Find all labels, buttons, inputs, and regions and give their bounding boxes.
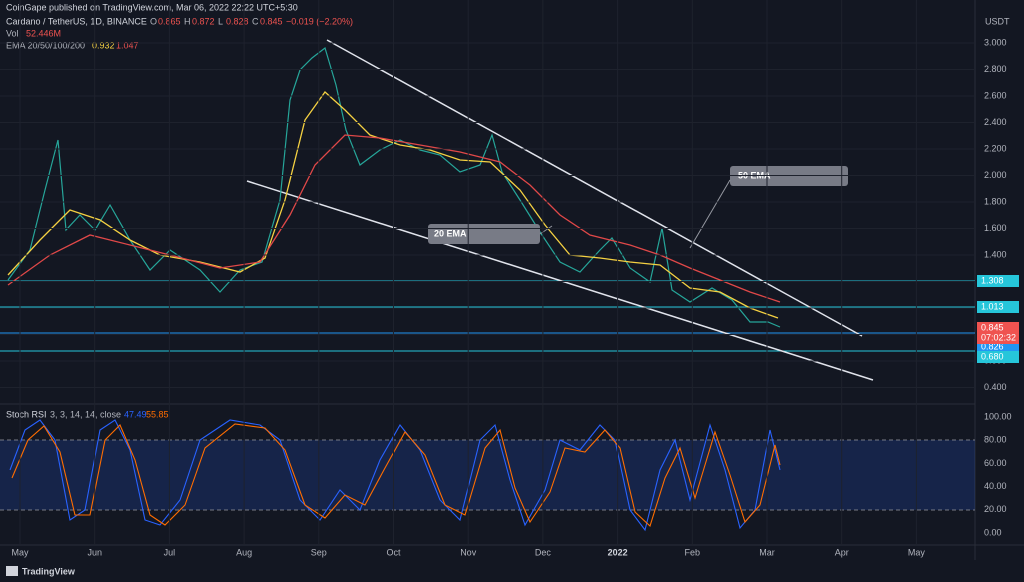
ohlc-key: C [252, 16, 259, 26]
level-tag [977, 275, 1019, 287]
ema50-value: 1.047 [116, 40, 139, 50]
stoch-tick: 20.00 [984, 504, 1007, 514]
change: −0.019 (−2.20%) [286, 16, 353, 26]
vol-value: 52.446M [26, 28, 61, 38]
level-tag [977, 351, 1019, 363]
ohlc-value: 0.872 [192, 16, 215, 26]
current-price: 0.845 [981, 322, 1004, 332]
stoch-tick: 100.00 [984, 411, 1012, 421]
time-tick: Oct [386, 547, 401, 557]
vol-label: Vol [6, 28, 19, 38]
level-label: 0.680 [981, 351, 1004, 361]
stoch-params: 3, 3, 14, 14, close [50, 409, 121, 419]
stoch-label: Stoch RSI [6, 409, 47, 419]
time-tick: 2022 [608, 547, 628, 557]
stoch-band [0, 440, 975, 510]
time-tick: Nov [460, 547, 477, 557]
symbol: Cardano / TetherUS, 1D, BINANCE [6, 16, 147, 26]
stoch-d: 55.85 [146, 409, 169, 419]
time-tick: Jun [87, 547, 102, 557]
countdown: 07:02:32 [981, 332, 1016, 342]
ohlc-value: 0.828 [226, 16, 249, 26]
time-tick: Sep [311, 547, 327, 557]
ema20-value: 0.932 [92, 40, 115, 50]
price-tick: 0.400 [984, 382, 1007, 392]
time-tick: Aug [236, 547, 252, 557]
ema20-line [7, 91, 779, 319]
stoch-tick: 0.00 [984, 527, 1002, 537]
ohlc-key: H [184, 16, 191, 26]
ohlc-key: O [150, 16, 157, 26]
price-tick: 1.400 [984, 249, 1007, 259]
level-label: 0.826 [981, 341, 1004, 351]
upper-trendline [326, 39, 863, 337]
ohlc-key: L [218, 16, 223, 26]
publisher: CoinGape published on TradingView.com, M… [6, 2, 298, 12]
footer-brand: TradingView [22, 566, 76, 576]
stoch-tick: 60.00 [984, 458, 1007, 468]
current-tag [977, 322, 1019, 344]
time-tick: May [908, 547, 926, 557]
price-tick: 2.200 [984, 143, 1007, 153]
stoch-tick: 80.00 [984, 435, 1007, 445]
time-tick: Apr [835, 547, 849, 557]
level-label: 1.308 [981, 275, 1004, 285]
time-tick: Feb [685, 547, 701, 557]
price-tick: 3.000 [984, 37, 1007, 47]
price-tick: 2.000 [984, 170, 1007, 180]
level-tag [977, 301, 1019, 313]
ema-label: EMA 20/50/100/200 [6, 40, 85, 50]
price-tick: 1.600 [984, 223, 1007, 233]
ema50-line [7, 134, 781, 303]
time-tick: Dec [535, 547, 552, 557]
stoch-d-line [11, 423, 781, 527]
time-tick: Mar [759, 547, 775, 557]
brand-logo [6, 566, 18, 576]
time-tick: Jul [164, 547, 176, 557]
unit: USDT [985, 16, 1010, 26]
annotation-pointer [539, 225, 553, 235]
price-tick: 2.800 [984, 64, 1007, 74]
price-tick: 1.800 [984, 196, 1007, 206]
annotation-pointer [689, 179, 731, 249]
ohlc-value: 0.845 [260, 16, 283, 26]
price-tick: 2.400 [984, 117, 1007, 127]
stoch-k: 47.49 [124, 409, 147, 419]
stoch-tick: 40.00 [984, 481, 1007, 491]
time-tick: May [11, 547, 29, 557]
annotation-text: 20 EMA [434, 228, 467, 238]
price-tick: 2.600 [984, 90, 1007, 100]
level-label: 1.013 [981, 301, 1004, 311]
lower-trendline [246, 180, 874, 381]
